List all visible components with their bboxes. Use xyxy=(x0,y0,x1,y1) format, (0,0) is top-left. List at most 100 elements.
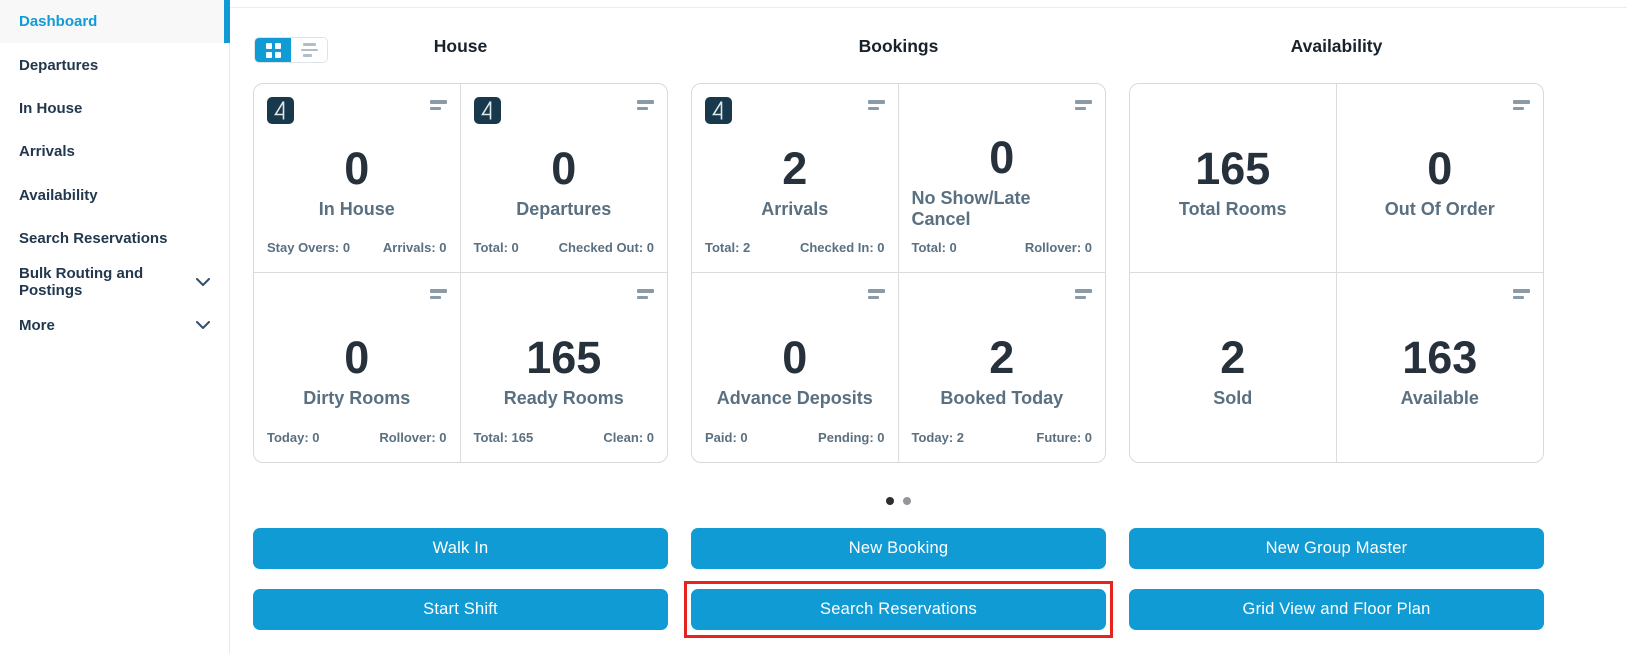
tile-departures[interactable]: 0 Departures Total: 0 Checked Out: 0 xyxy=(460,84,667,273)
tile-stat-right: Rollover: 0 xyxy=(379,430,447,445)
tile-value: 165 xyxy=(1195,142,1271,194)
sidebar-item-dashboard[interactable]: Dashboard xyxy=(0,0,230,44)
search-reservations-button[interactable]: Search Reservations xyxy=(691,589,1106,630)
brand-flag-icon xyxy=(267,97,294,124)
sidebar-item-label: More xyxy=(19,316,55,334)
start-shift-button[interactable]: Start Shift xyxy=(253,589,668,630)
tile-menu-icon[interactable] xyxy=(637,286,654,299)
tile-stat-right: Checked In: 0 xyxy=(799,240,885,255)
main-content: House Bookings Availability 0 In House S… xyxy=(230,0,1627,653)
tile-body: 2 Arrivals xyxy=(705,125,885,240)
tile-label: Booked Today xyxy=(940,388,1064,408)
tile-advance-deposits[interactable]: 0 Advance Deposits Paid: 0 Pending: 0 xyxy=(692,273,899,462)
tile-body: 0 Dirty Rooms xyxy=(267,314,447,430)
tile-out-of-order[interactable]: 0 Out Of Order xyxy=(1336,84,1543,273)
tile-menu-icon[interactable] xyxy=(1513,97,1530,110)
tile-header xyxy=(1143,97,1323,125)
tile-menu-icon[interactable] xyxy=(1075,286,1092,299)
brand-flag-icon xyxy=(473,97,501,124)
tile-total-rooms[interactable]: 165 Total Rooms xyxy=(1130,84,1337,273)
tile-label: Sold xyxy=(1213,388,1253,408)
sidebar-item-in-house[interactable]: In House xyxy=(0,87,229,130)
tile-label: Ready Rooms xyxy=(503,388,624,408)
list-view-button[interactable] xyxy=(291,38,327,62)
tile-menu-icon[interactable] xyxy=(637,97,654,110)
sidebar-item-bulk-routing-and-postings[interactable]: Bulk Routing and Postings xyxy=(0,260,229,303)
list-icon xyxy=(300,43,318,57)
sidebar-item-label: In House xyxy=(19,99,83,117)
tile-header xyxy=(705,97,885,125)
chevron-down-icon xyxy=(196,277,210,287)
tile-body: 0 Departures xyxy=(474,125,655,240)
tile-stat-left: Today: 2 xyxy=(911,430,965,445)
tile-menu-icon[interactable] xyxy=(867,97,885,110)
tile-body: 163 Available xyxy=(1350,314,1531,430)
sidebar-item-more[interactable]: More xyxy=(0,304,229,347)
tile-stats: Total: 0 Rollover: 0 xyxy=(912,240,1093,260)
tile-value: 163 xyxy=(1402,332,1478,383)
tile-label: Arrivals xyxy=(761,198,829,219)
carousel-dot-2[interactable] xyxy=(903,497,911,505)
grid-view-button[interactable] xyxy=(255,38,291,62)
sidebar-item-label: Bulk Routing and Postings xyxy=(19,265,144,300)
tile-header xyxy=(267,97,447,125)
tile-stats: Paid: 0 Pending: 0 xyxy=(705,430,885,450)
tile-available[interactable]: 163 Available xyxy=(1337,273,1544,462)
tile-in-house[interactable]: 0 In House Stay Overs: 0 Arrivals: 0 xyxy=(254,84,461,273)
availability-card: 165 Total Rooms 0 Out Of Order 2 xyxy=(1129,83,1544,463)
new-group-master-button[interactable]: New Group Master xyxy=(1129,528,1544,569)
tile-menu-icon[interactable] xyxy=(867,286,885,299)
sidebar-item-search-reservations[interactable]: Search Reservations xyxy=(0,217,229,260)
tile-stats xyxy=(1350,430,1531,450)
tile-value: 0 xyxy=(1427,142,1453,194)
tile-body: 0 No Show/Late Cancel xyxy=(912,125,1093,240)
tile-menu-icon[interactable] xyxy=(1513,286,1530,299)
tile-value: 2 xyxy=(1220,332,1246,383)
tile-body: 2 Booked Today xyxy=(912,314,1093,430)
sidebar-item-departures[interactable]: Departures xyxy=(0,43,229,86)
sidebar-item-arrivals[interactable]: Arrivals xyxy=(0,130,229,173)
tile-label: Available xyxy=(1400,388,1479,408)
tile-booked-today[interactable]: 2 Booked Today Today: 2 Future: 0 xyxy=(899,273,1106,462)
tile-arrivals[interactable]: 2 Arrivals Total: 2 Checked In: 0 xyxy=(692,84,899,273)
tile-header xyxy=(1143,286,1323,314)
walk-in-button[interactable]: Walk In xyxy=(253,528,668,569)
tile-header xyxy=(474,286,654,314)
sidebar-item-label: Departures xyxy=(19,56,99,74)
sidebar: Dashboard Departures In House Arrivals A… xyxy=(0,0,230,653)
carousel-dot-1[interactable] xyxy=(886,497,894,505)
grid-view-floor-plan-button[interactable]: Grid View and Floor Plan xyxy=(1129,589,1544,630)
tile-menu-icon[interactable] xyxy=(1075,97,1092,110)
tile-dirty-rooms[interactable]: 0 Dirty Rooms Today: 0 Rollover: 0 xyxy=(254,273,461,462)
grid-icon xyxy=(265,42,281,58)
tile-label: Advance Deposits xyxy=(716,388,873,408)
sidebar-item-label: Arrivals xyxy=(19,143,75,161)
tile-value: 0 xyxy=(782,332,808,383)
tile-header xyxy=(267,286,447,314)
tile-stats: Total: 2 Checked In: 0 xyxy=(705,240,885,260)
tile-stat-right: Clean: 0 xyxy=(603,430,654,445)
sidebar-item-availability[interactable]: Availability xyxy=(0,174,229,217)
tile-header xyxy=(473,97,654,125)
tile-label: Departures xyxy=(516,198,612,219)
active-indicator-bar xyxy=(224,0,230,44)
tile-body: 2 Sold xyxy=(1143,314,1323,430)
new-booking-button[interactable]: New Booking xyxy=(691,528,1106,569)
tile-ready-rooms[interactable]: 165 Ready Rooms Total: 165 Clean: 0 xyxy=(461,273,668,462)
tile-value: 2 xyxy=(782,142,808,194)
tile-menu-icon[interactable] xyxy=(429,97,447,110)
tile-stats xyxy=(1143,240,1323,260)
tile-menu-icon[interactable] xyxy=(429,286,447,299)
tile-stats: Today: 2 Future: 0 xyxy=(912,430,1093,450)
tile-stat-left: Total: 0 xyxy=(911,240,957,255)
tile-body: 0 In House xyxy=(267,125,447,240)
section-title-bookings: Bookings xyxy=(858,36,939,56)
tile-header xyxy=(1350,286,1530,314)
tile-stat-left: Stay Overs: 0 xyxy=(267,240,351,255)
tile-sold[interactable]: 2 Sold xyxy=(1130,273,1337,462)
tile-stats: Total: 165 Clean: 0 xyxy=(474,430,655,450)
tile-body: 165 Total Rooms xyxy=(1143,125,1323,240)
tile-stat-right: Future: 0 xyxy=(1036,430,1092,445)
tile-no-show-late-cancel[interactable]: 0 No Show/Late Cancel Total: 0 Rollover:… xyxy=(898,84,1105,273)
